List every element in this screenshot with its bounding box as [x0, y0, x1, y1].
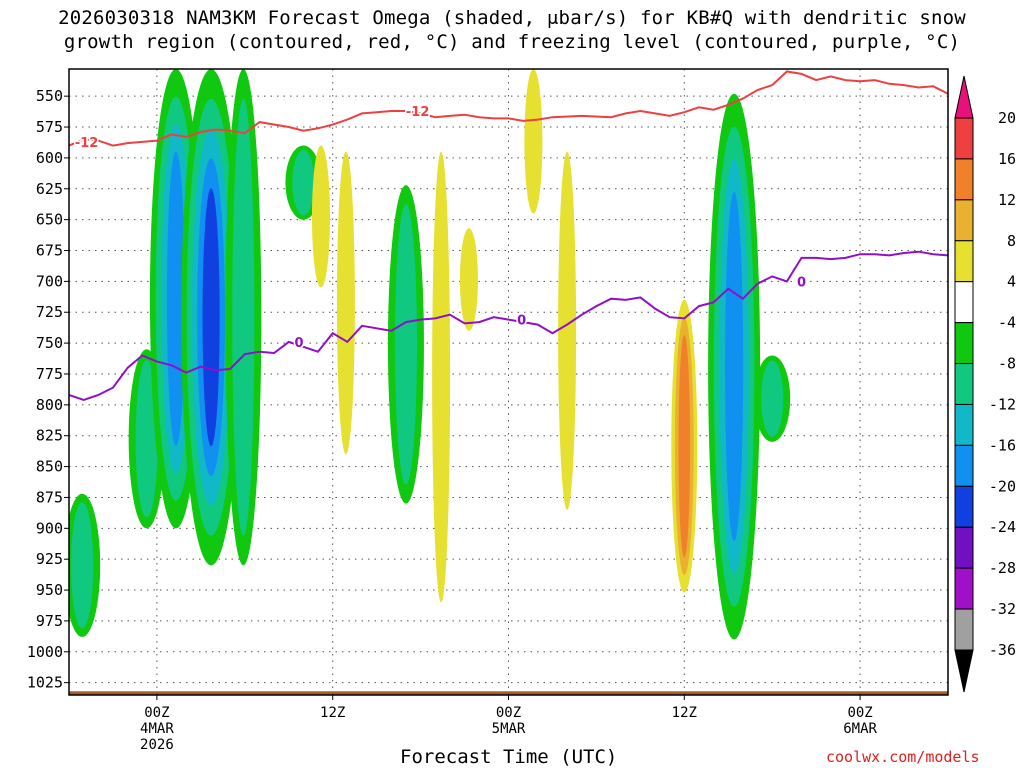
omega-area — [432, 151, 451, 603]
colorbar-box — [954, 526, 974, 569]
colorbar: 20 16 12 8 4 -4 -8 -12 -16 -20 -24 -28 -32 -36 — [954, 75, 1016, 693]
omega-area — [725, 191, 744, 542]
colorbar-label: -16 — [989, 436, 1016, 454]
y-tick-label: 550 — [36, 87, 63, 105]
colorbar-box — [954, 117, 974, 160]
omega-area — [311, 145, 330, 288]
x-tick-label: 5MAR — [492, 721, 526, 737]
y-tick-label: 750 — [36, 334, 63, 352]
colorbar-label: -28 — [989, 559, 1016, 577]
y-tick-label: 700 — [36, 272, 63, 290]
y-tick-label: 800 — [36, 396, 63, 414]
colorbar-box — [954, 199, 974, 242]
chart-title-line2: growth region (contoured, red, °C) and f… — [63, 31, 961, 53]
omega-area — [292, 149, 315, 216]
omega-area — [761, 360, 784, 437]
freezing-level-contour — [69, 250, 948, 401]
colorbar-box — [954, 567, 974, 610]
colorbar-label: -36 — [989, 641, 1016, 659]
y-tick-label: 575 — [36, 118, 63, 136]
dgz-minus12-contour — [69, 70, 948, 147]
omega-area — [678, 335, 691, 558]
colorbar-box — [954, 158, 974, 201]
colorbar-box — [954, 403, 974, 446]
y-tick-label: 875 — [36, 488, 63, 506]
plot-area: -12 -12 0 0 0 — [69, 69, 948, 695]
x-tick-label: 00Z — [144, 705, 169, 721]
y-tick-label: 650 — [36, 211, 63, 229]
freezing-contour-label: 0 — [517, 314, 526, 329]
colorbar-label: -8 — [998, 355, 1016, 373]
colorbar-label: -32 — [989, 600, 1016, 618]
colorbar-box — [954, 240, 974, 283]
freezing-contour-label: 0 — [294, 336, 303, 351]
omega-area — [558, 151, 577, 510]
dgz-contour-label: -12 — [406, 105, 430, 120]
colorbar-bottom-triangle — [954, 649, 974, 693]
y-tick-label: 775 — [36, 365, 63, 383]
colorbar-box — [954, 444, 974, 487]
y-tick-label: 950 — [36, 581, 63, 599]
y-tick-label: 600 — [36, 149, 63, 167]
omega-area — [135, 360, 158, 518]
x-tick-label: 12Z — [320, 705, 345, 721]
omega-area — [202, 188, 220, 447]
x-tick-label: 12Z — [672, 705, 697, 721]
y-tick-label: 675 — [36, 242, 63, 260]
omega-area — [524, 69, 543, 214]
chart-title-line1: 2026030318 NAM3KM Forecast Omega (shaded… — [58, 7, 966, 29]
y-tick-label: 975 — [36, 612, 63, 630]
omega-area — [394, 204, 418, 485]
y-tick-label: 625 — [36, 180, 63, 198]
colorbar-label: 20 — [998, 109, 1016, 127]
omega-area — [459, 228, 478, 331]
colorbar-label: -4 — [998, 314, 1016, 332]
colorbar-label: 4 — [1007, 273, 1016, 291]
colorbar-label: 8 — [1007, 232, 1016, 250]
x-tick-label: 00Z — [496, 705, 521, 721]
colorbar-box — [954, 363, 974, 405]
colorbar-label: -24 — [989, 518, 1016, 536]
omega-area — [166, 151, 185, 446]
colorbar-box — [954, 281, 974, 324]
x-axis-label: Forecast Time (UTC) — [400, 746, 618, 768]
freezing-contour-label: 0 — [797, 275, 806, 290]
y-tick-label: 900 — [36, 519, 63, 537]
colorbar-label: 16 — [998, 150, 1016, 168]
colorbar-label: -20 — [989, 477, 1016, 495]
colorbar-box — [954, 485, 974, 528]
y-tick-label: 925 — [36, 550, 63, 568]
y-tick-label: 1025 — [27, 674, 63, 692]
y-tick-label: 1000 — [27, 643, 63, 661]
x-tick-label: 2026 — [140, 737, 174, 753]
colorbar-box — [954, 608, 974, 651]
dgz-contour-label: -12 — [75, 136, 99, 151]
y-tick-label: 725 — [36, 303, 63, 321]
omega-area — [232, 98, 255, 536]
omega-area — [336, 151, 355, 455]
y-tick-label: 825 — [36, 427, 63, 445]
colorbar-top-triangle — [954, 75, 974, 119]
colorbar-box — [954, 322, 974, 365]
omega-area — [71, 502, 94, 629]
colorbar-label: -12 — [989, 395, 1016, 413]
colorbar-label: 12 — [998, 191, 1016, 209]
credit-link[interactable]: coolwx.com/models — [826, 748, 980, 766]
x-tick-label: 00Z — [847, 705, 872, 721]
x-tick-label: 6MAR — [843, 721, 877, 737]
y-tick-label: 850 — [36, 458, 63, 476]
x-tick-label: 4MAR — [140, 721, 174, 737]
